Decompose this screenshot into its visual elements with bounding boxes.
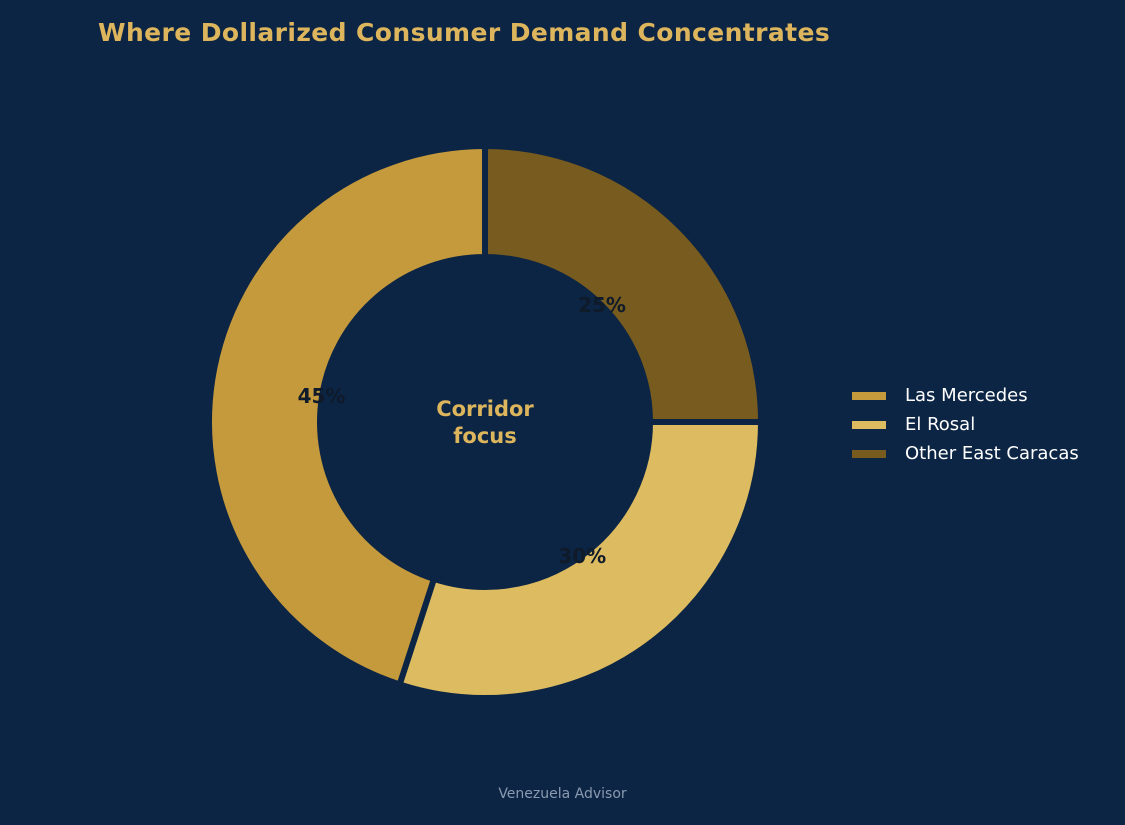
- donut-slice-other-east-caracas: [482, 142, 765, 425]
- legend-swatch: [852, 449, 886, 458]
- donut-center-label: focus: [453, 424, 516, 448]
- slice-percent-label: 30%: [558, 544, 606, 568]
- chart-title: Where Dollarized Consumer Demand Concent…: [98, 18, 831, 47]
- legend-label: El Rosal: [905, 414, 976, 435]
- legend-swatch: [852, 391, 886, 400]
- legend-swatch: [852, 420, 886, 429]
- donut-center-label: Corridor: [436, 397, 534, 421]
- legend-label: Las Mercedes: [905, 385, 1028, 406]
- legend-label: Other East Caracas: [905, 443, 1079, 464]
- legend-item: El Rosal: [852, 410, 1079, 439]
- slice-percent-label: 25%: [578, 293, 626, 317]
- donut-slice-las-mercedes: [206, 142, 488, 689]
- legend-item: Other East Caracas: [852, 439, 1079, 468]
- footer-source: Venezuela Advisor: [498, 786, 627, 802]
- legend-item: Las Mercedes: [852, 381, 1079, 410]
- donut-slice-el-rosal: [395, 419, 765, 701]
- slice-percent-label: 45%: [298, 384, 346, 408]
- chart-legend: Las Mercedes El Rosal Other East Caracas: [852, 381, 1079, 468]
